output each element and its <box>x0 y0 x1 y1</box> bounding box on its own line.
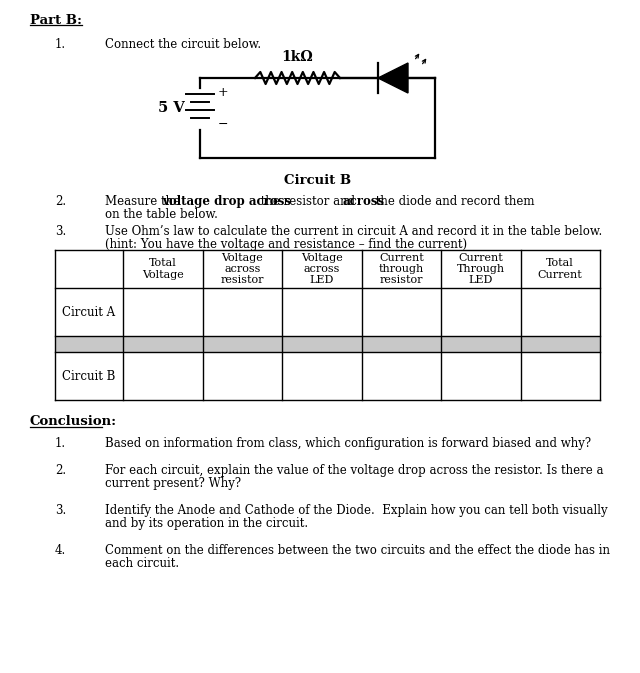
Text: resistor: resistor <box>380 275 423 285</box>
Text: −: − <box>218 118 228 131</box>
Text: 1kΩ: 1kΩ <box>282 50 314 64</box>
Text: +: + <box>218 85 228 98</box>
Text: across: across <box>224 264 260 274</box>
Text: 3.: 3. <box>55 225 67 238</box>
Text: For each circuit, explain the value of the voltage drop across the resistor. Is : For each circuit, explain the value of t… <box>105 464 604 477</box>
Text: Voltage: Voltage <box>142 269 184 279</box>
Text: resistor: resistor <box>221 275 264 285</box>
Text: Connect the circuit below.: Connect the circuit below. <box>105 38 261 51</box>
Text: Measure the: Measure the <box>105 195 184 208</box>
Text: Use Ohm’s law to calculate the current in circuit A and record it in the table b: Use Ohm’s law to calculate the current i… <box>105 225 602 238</box>
Text: 2.: 2. <box>55 195 66 208</box>
Text: through: through <box>379 264 424 274</box>
Text: Current: Current <box>538 269 582 279</box>
Text: 1.: 1. <box>55 38 66 51</box>
Text: Circuit B: Circuit B <box>62 369 116 382</box>
Text: Total: Total <box>149 258 177 269</box>
Text: Circuit B: Circuit B <box>284 174 351 187</box>
Text: the diode and record them: the diode and record them <box>372 195 534 208</box>
Text: 1.: 1. <box>55 437 66 450</box>
Text: across: across <box>303 264 340 274</box>
Text: across: across <box>342 195 385 208</box>
Polygon shape <box>378 63 408 93</box>
Text: 4.: 4. <box>55 544 67 557</box>
Text: Voltage: Voltage <box>301 253 342 263</box>
Text: Conclusion:: Conclusion: <box>30 415 117 428</box>
Text: Current: Current <box>458 253 503 263</box>
Text: Total: Total <box>547 258 574 269</box>
Text: the resistor and: the resistor and <box>257 195 358 208</box>
Text: Voltage: Voltage <box>221 253 263 263</box>
Text: Circuit A: Circuit A <box>63 306 116 318</box>
Text: current present? Why?: current present? Why? <box>105 477 241 490</box>
Text: LED: LED <box>468 275 493 285</box>
Text: 3.: 3. <box>55 504 67 517</box>
Text: Through: Through <box>457 264 505 274</box>
Bar <box>55 336 600 352</box>
Text: each circuit.: each circuit. <box>105 557 179 570</box>
Text: Identify the Anode and Cathode of the Diode.  Explain how you can tell both visu: Identify the Anode and Cathode of the Di… <box>105 504 607 517</box>
Text: Part B:: Part B: <box>30 14 82 27</box>
Text: 2.: 2. <box>55 464 66 477</box>
Text: (hint: You have the voltage and resistance – find the current): (hint: You have the voltage and resistan… <box>105 238 467 251</box>
Text: Comment on the differences between the two circuits and the effect the diode has: Comment on the differences between the t… <box>105 544 610 557</box>
Text: and by its operation in the circuit.: and by its operation in the circuit. <box>105 517 308 530</box>
Text: Current: Current <box>379 253 424 263</box>
Text: on the table below.: on the table below. <box>105 208 218 221</box>
Text: voltage drop across: voltage drop across <box>162 195 291 208</box>
Text: Based on information from class, which configuration is forward biased and why?: Based on information from class, which c… <box>105 437 591 450</box>
Text: LED: LED <box>310 275 334 285</box>
Text: 5 V: 5 V <box>158 101 185 115</box>
